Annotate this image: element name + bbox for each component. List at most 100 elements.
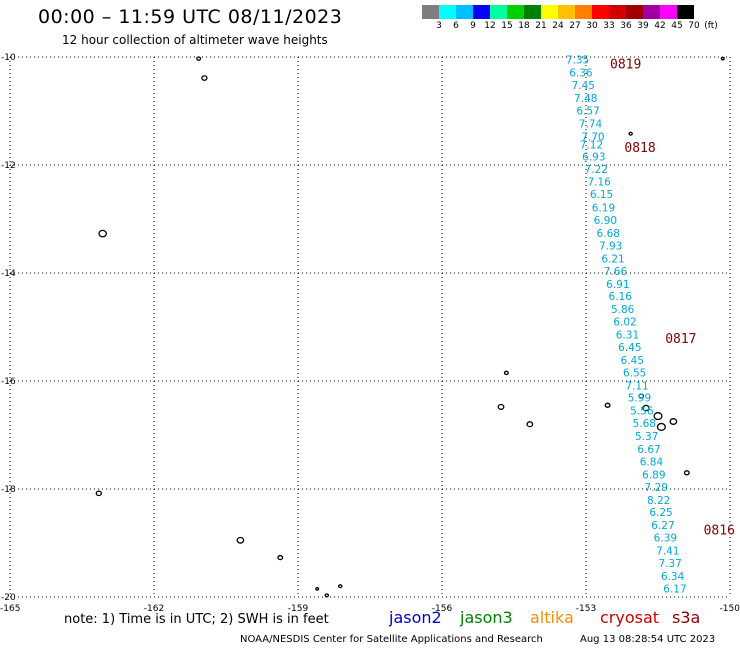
- lon-tick-label: -150: [720, 604, 740, 614]
- wave-height-label: 5.86: [611, 304, 635, 316]
- lat-tick-label: -12: [1, 161, 16, 171]
- wave-height-label: 8.22: [647, 495, 670, 507]
- colorbar-swatch: [490, 5, 507, 19]
- island-outline: [720, 56, 725, 61]
- wave-height-label: 6.89: [642, 469, 665, 481]
- lat-tick-label: -10: [1, 53, 16, 63]
- wave-height-label: 6.45: [621, 355, 644, 367]
- wave-height-label: 7.11: [625, 380, 648, 392]
- wave-height-label: 6.91: [606, 279, 629, 291]
- colorbar-swatch: [558, 5, 575, 19]
- wave-height-label: 7.29: [645, 482, 668, 494]
- colorbar-label: 42: [654, 21, 666, 31]
- island-outline: [196, 56, 202, 61]
- lon-tick-label: -159: [288, 604, 309, 614]
- colorbar-swatch: [677, 5, 694, 19]
- wave-height-label: 5.68: [633, 418, 656, 430]
- wave-height-label: 6.19: [592, 203, 615, 215]
- island-outline: [324, 593, 330, 598]
- colorbar-swatch: [524, 5, 541, 19]
- page-title: 00:00 – 11:59 UTC 08/11/2023: [38, 6, 343, 28]
- island-outline: [642, 404, 650, 412]
- pass-time-label: 0818: [624, 141, 655, 156]
- colorbar-label: 21: [535, 21, 547, 31]
- island-outline: [337, 584, 343, 589]
- colorbar-label: (ft): [704, 21, 718, 31]
- colorbar-swatch: [439, 5, 456, 19]
- island-outline: [277, 554, 284, 561]
- island-outline: [604, 402, 611, 408]
- wave-height-label: 7.66: [604, 266, 628, 278]
- colorbar-swatch: [660, 5, 677, 19]
- wave-height-label: 7.12: [580, 139, 603, 151]
- wave-height-label: 7.35: [566, 55, 589, 67]
- wave-height-label: 6.02: [613, 317, 636, 329]
- wave-height-label: 6.34: [661, 571, 685, 583]
- colorbar-swatch: [592, 5, 609, 19]
- wave-height-label: 6.57: [576, 105, 599, 117]
- wave-height-label: 6.36: [569, 68, 593, 80]
- wave-height-label: 6.55: [623, 367, 646, 379]
- lat-tick-label: -20: [1, 593, 16, 603]
- colorbar-label: 70: [688, 21, 700, 31]
- wave-height-label: 6.25: [649, 507, 672, 519]
- wave-height-label: 6.31: [616, 330, 639, 342]
- colorbar-label: 6: [453, 21, 459, 31]
- lon-tick-label: -165: [0, 604, 20, 614]
- wave-height-label: 7.45: [572, 80, 595, 92]
- wave-height-label: 7.16: [587, 177, 611, 189]
- colorbar-label: 33: [603, 21, 615, 31]
- map-grid: [9, 56, 731, 598]
- island-outline: [669, 418, 678, 425]
- colorbar-label: 27: [569, 21, 581, 31]
- wave-height-label: 7.74: [579, 118, 603, 130]
- wave-height-label: 7.37: [658, 558, 681, 570]
- wave-height-label: 7.48: [574, 93, 597, 105]
- colorbar-label: 18: [518, 21, 530, 31]
- colorbar-label: 45: [671, 21, 683, 31]
- island-outline: [628, 131, 633, 136]
- island-outline: [315, 587, 320, 591]
- wave-height-label: 5.37: [635, 431, 658, 443]
- colorbar-label: 15: [501, 21, 513, 31]
- colorbar-label: 12: [484, 21, 496, 31]
- lon-tick-label: -162: [144, 604, 164, 614]
- colorbar-swatch: [422, 5, 439, 19]
- island-outline: [95, 490, 102, 497]
- colorbar-swatch: [456, 5, 473, 19]
- colorbar-swatch: [643, 5, 660, 19]
- wave-height-label: 7.70: [581, 131, 604, 143]
- lat-tick-label: -16: [1, 377, 16, 387]
- generation-timestamp: Aug 13 08:28:54 UTC 2023: [580, 634, 716, 645]
- wave-height-label: 6.67: [637, 444, 660, 456]
- wave-height-label: 6.17: [663, 583, 686, 595]
- island-outline: [683, 470, 690, 476]
- island-outline: [236, 536, 245, 544]
- island-outline: [497, 403, 505, 410]
- colorbar-swatch: [609, 5, 626, 19]
- colorbar-label: 9: [470, 21, 476, 31]
- colorbar-swatch: [541, 5, 558, 19]
- credit-text: NOAA/NESDIS Center for Satellite Applica…: [240, 634, 543, 645]
- island-outline: [653, 412, 663, 421]
- pass-time-labels: 0819 0818 0817 0816: [610, 57, 735, 538]
- island-outline: [526, 421, 534, 428]
- colorbar-label: 3: [436, 21, 442, 31]
- wave-height-label: 6.84: [640, 456, 664, 468]
- wave-height-label: 6.27: [651, 520, 674, 532]
- axis-tick-labels: -10 -12 -14 -16 -18 -20-165 -162 -159 -156 -153 -1…: [0, 53, 740, 614]
- wave-height-label: 6.39: [654, 533, 677, 545]
- colorbar-label: 30: [586, 21, 598, 31]
- wave-height-label: 6.93: [582, 151, 605, 163]
- colorbar-swatch: [507, 5, 524, 19]
- page-subtitle: 12 hour collection of altimeter wave hei…: [62, 33, 328, 47]
- wave-height-label: 6.15: [590, 189, 613, 201]
- satellite-legend-s3a: s3a: [672, 608, 701, 627]
- wave-height-label: 7.22: [585, 164, 608, 176]
- colorbar-swatch: [626, 5, 643, 19]
- island-outline: [201, 75, 208, 81]
- wave-height-label: 6.21: [601, 253, 624, 265]
- island-outline: [98, 229, 107, 238]
- wave-height-observations: 7.356.367.457.486.577.747.707.126.937.22…: [566, 55, 687, 596]
- satellite-legend-jason3: jason3: [460, 608, 513, 627]
